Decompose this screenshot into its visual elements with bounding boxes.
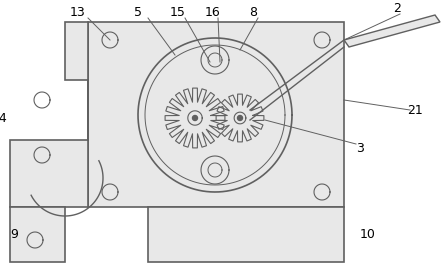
Polygon shape: [10, 22, 88, 207]
Bar: [148, 207, 344, 262]
Text: 10: 10: [360, 228, 376, 242]
Circle shape: [238, 115, 243, 121]
Text: 16: 16: [205, 5, 221, 19]
Bar: [88, 22, 344, 207]
Text: 2: 2: [393, 2, 401, 15]
Text: 3: 3: [356, 141, 364, 154]
Polygon shape: [10, 207, 65, 262]
Polygon shape: [344, 15, 440, 47]
Text: 8: 8: [249, 5, 257, 19]
Circle shape: [193, 115, 198, 121]
Text: 13: 13: [70, 5, 86, 19]
Text: 21: 21: [407, 104, 423, 116]
Text: 15: 15: [170, 5, 186, 19]
Text: 5: 5: [134, 5, 142, 19]
Text: 14: 14: [0, 111, 8, 125]
Text: 9: 9: [10, 228, 18, 242]
